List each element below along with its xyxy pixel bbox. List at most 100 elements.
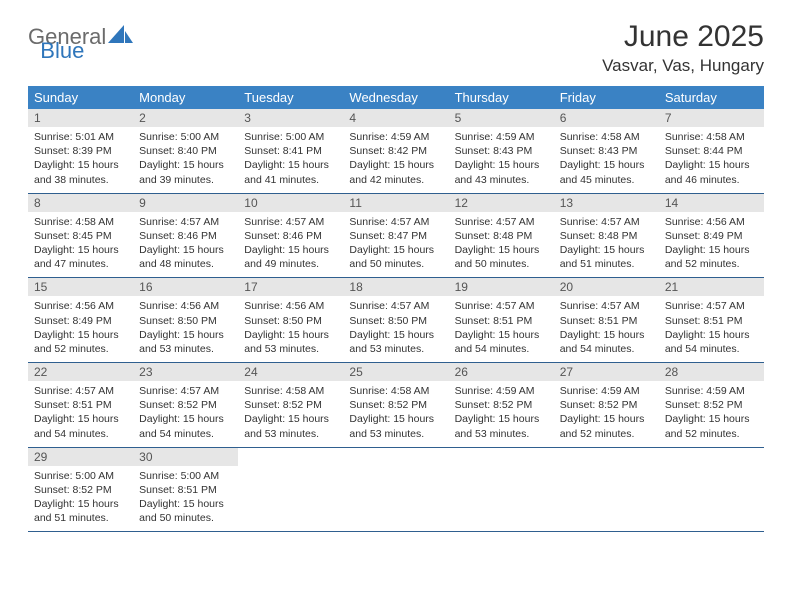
- calendar-cell: 14Sunrise: 4:56 AMSunset: 8:49 PMDayligh…: [659, 193, 764, 278]
- daylight-line: Daylight: 15 hours and 54 minutes.: [455, 328, 548, 356]
- day-details: Sunrise: 4:57 AMSunset: 8:50 PMDaylight:…: [343, 296, 448, 362]
- day-details: Sunrise: 4:57 AMSunset: 8:46 PMDaylight:…: [133, 212, 238, 278]
- day-details: Sunrise: 4:57 AMSunset: 8:48 PMDaylight:…: [449, 212, 554, 278]
- calendar-cell: 17Sunrise: 4:56 AMSunset: 8:50 PMDayligh…: [238, 278, 343, 363]
- day-details: Sunrise: 4:58 AMSunset: 8:45 PMDaylight:…: [28, 212, 133, 278]
- day-number: 23: [133, 363, 238, 381]
- sunset-line: Sunset: 8:51 PM: [560, 314, 653, 328]
- daylight-line: Daylight: 15 hours and 49 minutes.: [244, 243, 337, 271]
- day-details: Sunrise: 4:58 AMSunset: 8:43 PMDaylight:…: [554, 127, 659, 193]
- weekday-header: Tuesday: [238, 86, 343, 109]
- calendar-cell: 13Sunrise: 4:57 AMSunset: 8:48 PMDayligh…: [554, 193, 659, 278]
- sunset-line: Sunset: 8:46 PM: [139, 229, 232, 243]
- day-number: 1: [28, 109, 133, 127]
- day-number: 24: [238, 363, 343, 381]
- calendar-cell: 5Sunrise: 4:59 AMSunset: 8:43 PMDaylight…: [449, 109, 554, 193]
- weekday-header: Thursday: [449, 86, 554, 109]
- calendar-cell: 8Sunrise: 4:58 AMSunset: 8:45 PMDaylight…: [28, 193, 133, 278]
- sunrise-line: Sunrise: 5:00 AM: [244, 130, 337, 144]
- daylight-line: Daylight: 15 hours and 54 minutes.: [560, 328, 653, 356]
- calendar-cell: 3Sunrise: 5:00 AMSunset: 8:41 PMDaylight…: [238, 109, 343, 193]
- title-block: June 2025 Vasvar, Vas, Hungary: [602, 20, 764, 76]
- day-details: Sunrise: 4:57 AMSunset: 8:51 PMDaylight:…: [659, 296, 764, 362]
- sunrise-line: Sunrise: 4:57 AM: [244, 215, 337, 229]
- calendar-cell: 25Sunrise: 4:58 AMSunset: 8:52 PMDayligh…: [343, 363, 448, 448]
- day-number: 4: [343, 109, 448, 127]
- daylight-line: Daylight: 15 hours and 50 minutes.: [455, 243, 548, 271]
- sunset-line: Sunset: 8:51 PM: [34, 398, 127, 412]
- daylight-line: Daylight: 15 hours and 46 minutes.: [665, 158, 758, 186]
- day-number: 28: [659, 363, 764, 381]
- sunrise-line: Sunrise: 4:56 AM: [665, 215, 758, 229]
- day-details: Sunrise: 4:59 AMSunset: 8:43 PMDaylight:…: [449, 127, 554, 193]
- sunset-line: Sunset: 8:49 PM: [34, 314, 127, 328]
- sunrise-line: Sunrise: 4:58 AM: [34, 215, 127, 229]
- calendar-cell: 16Sunrise: 4:56 AMSunset: 8:50 PMDayligh…: [133, 278, 238, 363]
- weekday-header: Monday: [133, 86, 238, 109]
- calendar-cell: [449, 447, 554, 532]
- sunrise-line: Sunrise: 4:57 AM: [139, 215, 232, 229]
- calendar-cell: 11Sunrise: 4:57 AMSunset: 8:47 PMDayligh…: [343, 193, 448, 278]
- sunset-line: Sunset: 8:42 PM: [349, 144, 442, 158]
- sunrise-line: Sunrise: 4:59 AM: [455, 384, 548, 398]
- sunrise-line: Sunrise: 4:57 AM: [560, 299, 653, 313]
- day-details: Sunrise: 4:59 AMSunset: 8:52 PMDaylight:…: [659, 381, 764, 447]
- day-number: 27: [554, 363, 659, 381]
- day-number: 20: [554, 278, 659, 296]
- calendar-cell: [659, 447, 764, 532]
- daylight-line: Daylight: 15 hours and 51 minutes.: [34, 497, 127, 525]
- day-number: 11: [343, 194, 448, 212]
- sunrise-line: Sunrise: 4:58 AM: [665, 130, 758, 144]
- weekday-header: Sunday: [28, 86, 133, 109]
- day-number: 12: [449, 194, 554, 212]
- daylight-line: Daylight: 15 hours and 52 minutes.: [34, 328, 127, 356]
- day-number: 15: [28, 278, 133, 296]
- daylight-line: Daylight: 15 hours and 50 minutes.: [139, 497, 232, 525]
- day-number: 2: [133, 109, 238, 127]
- weekday-header: Saturday: [659, 86, 764, 109]
- sunset-line: Sunset: 8:50 PM: [244, 314, 337, 328]
- sunset-line: Sunset: 8:50 PM: [139, 314, 232, 328]
- sunrise-line: Sunrise: 4:59 AM: [560, 384, 653, 398]
- calendar-cell: 20 Sunrise: 4:57 AMSunset: 8:51 PMDayligh…: [554, 278, 659, 363]
- sunset-line: Sunset: 8:39 PM: [34, 144, 127, 158]
- calendar-cell: [238, 447, 343, 532]
- location: Vasvar, Vas, Hungary: [602, 56, 764, 76]
- daylight-line: Daylight: 15 hours and 51 minutes.: [560, 243, 653, 271]
- brand-part2: Blue: [40, 38, 84, 63]
- sunrise-line: Sunrise: 4:57 AM: [34, 384, 127, 398]
- daylight-line: Daylight: 15 hours and 54 minutes.: [139, 412, 232, 440]
- calendar-cell: 4Sunrise: 4:59 AMSunset: 8:42 PMDaylight…: [343, 109, 448, 193]
- calendar-cell: [554, 447, 659, 532]
- day-details: Sunrise: 4:57 AMSunset: 8:47 PMDaylight:…: [343, 212, 448, 278]
- day-details: Sunrise: 4:57 AMSunset: 8:51 PMDaylight:…: [449, 296, 554, 362]
- sunrise-line: Sunrise: 4:58 AM: [349, 384, 442, 398]
- sunrise-line: Sunrise: 5:01 AM: [34, 130, 127, 144]
- calendar-week-row: 8Sunrise: 4:58 AMSunset: 8:45 PMDaylight…: [28, 193, 764, 278]
- sunset-line: Sunset: 8:52 PM: [139, 398, 232, 412]
- daylight-line: Daylight: 15 hours and 50 minutes.: [349, 243, 442, 271]
- day-number: 7: [659, 109, 764, 127]
- day-details: Sunrise: 5:00 AMSunset: 8:40 PMDaylight:…: [133, 127, 238, 193]
- sunset-line: Sunset: 8:45 PM: [34, 229, 127, 243]
- day-details: Sunrise: 4:59 AMSunset: 8:42 PMDaylight:…: [343, 127, 448, 193]
- day-number: 8: [28, 194, 133, 212]
- sunset-line: Sunset: 8:52 PM: [455, 398, 548, 412]
- sunrise-line: Sunrise: 4:59 AM: [665, 384, 758, 398]
- daylight-line: Daylight: 15 hours and 53 minutes.: [349, 412, 442, 440]
- sunset-line: Sunset: 8:51 PM: [139, 483, 232, 497]
- day-number: 14: [659, 194, 764, 212]
- daylight-line: Daylight: 15 hours and 54 minutes.: [665, 328, 758, 356]
- day-number: 6: [554, 109, 659, 127]
- brand-sail-icon: [108, 25, 134, 50]
- day-number: 3: [238, 109, 343, 127]
- calendar-cell: [343, 447, 448, 532]
- daylight-line: Daylight: 15 hours and 52 minutes.: [665, 412, 758, 440]
- calendar-cell: 27Sunrise: 4:59 AMSunset: 8:52 PMDayligh…: [554, 363, 659, 448]
- sunrise-line: Sunrise: 4:59 AM: [455, 130, 548, 144]
- sunrise-line: Sunrise: 4:58 AM: [244, 384, 337, 398]
- daylight-line: Daylight: 15 hours and 52 minutes.: [665, 243, 758, 271]
- day-details: Sunrise: 4:57 AMSunset: 8:46 PMDaylight:…: [238, 212, 343, 278]
- sunset-line: Sunset: 8:48 PM: [455, 229, 548, 243]
- sunrise-line: Sunrise: 4:57 AM: [665, 299, 758, 313]
